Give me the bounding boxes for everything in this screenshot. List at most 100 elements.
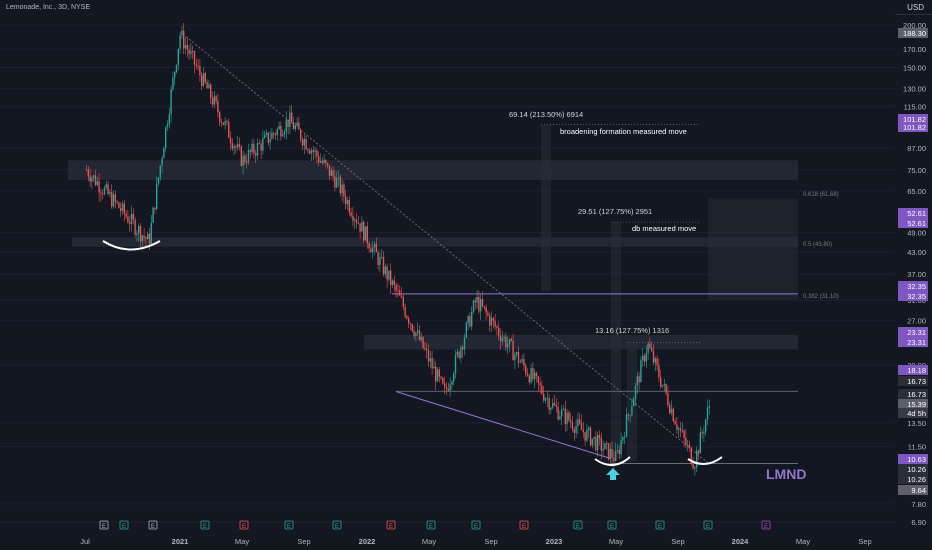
candle-body — [679, 428, 682, 431]
candle-body — [229, 137, 232, 144]
candle-body — [478, 297, 480, 312]
candle-body — [301, 139, 304, 146]
candle-body — [231, 143, 233, 149]
price-marker-label: 32.35 — [907, 282, 926, 291]
candle-body — [471, 311, 473, 327]
header-divider — [895, 14, 932, 15]
candle-body — [264, 134, 266, 139]
candle-body — [276, 129, 278, 136]
measured-move-label: 13.16 (127.75%) 1316 — [595, 326, 669, 335]
candle-body — [235, 146, 237, 148]
chart-title: Lemonade, Inc., 3D, NYSE — [6, 4, 91, 11]
candle-body — [154, 207, 156, 210]
candle-body — [552, 402, 554, 408]
price-marker-bg — [898, 218, 928, 228]
candle-body — [379, 257, 381, 266]
candle-body — [480, 299, 482, 312]
candle-body — [125, 213, 127, 217]
candle-body — [123, 203, 125, 214]
candle-body — [330, 170, 332, 176]
candle-body — [370, 248, 372, 253]
candle-body — [170, 89, 172, 115]
price-marker-label: 32.35 — [907, 292, 926, 301]
candle-body — [688, 444, 691, 448]
candle-body — [213, 96, 215, 105]
earnings-marker: E — [761, 520, 771, 530]
candle-body — [318, 156, 320, 163]
candle-body — [395, 284, 397, 291]
candle-body — [418, 330, 421, 341]
candle-body — [658, 365, 660, 378]
fib-label: 0.5 (43.80) — [803, 242, 832, 248]
candle-body — [114, 194, 116, 202]
candle-body — [282, 134, 284, 137]
candle-body — [346, 200, 349, 205]
candle-body — [240, 146, 242, 166]
candle-body — [228, 122, 230, 138]
candle-body — [499, 335, 502, 342]
candle-body — [305, 139, 307, 150]
candle-body — [672, 408, 674, 422]
candle-body — [663, 383, 665, 386]
earnings-marker-box — [573, 520, 583, 530]
price-marker: 52.61 — [898, 218, 928, 228]
candle-body — [669, 405, 671, 414]
earnings-marker: E — [148, 520, 158, 530]
candle-body — [438, 369, 440, 377]
earnings-marker-box — [148, 520, 158, 530]
candle-body — [357, 222, 359, 224]
candle-body — [487, 312, 489, 316]
candle-body — [618, 450, 620, 455]
price-marker-label: 101.82 — [903, 115, 926, 124]
candle-body — [555, 405, 557, 408]
x-tick-label: May — [235, 537, 249, 546]
y-tick-label: 7.80 — [911, 500, 926, 509]
candle-body — [94, 175, 97, 185]
candle-body — [89, 176, 91, 182]
candle-body — [465, 322, 467, 338]
candle-body — [604, 443, 606, 450]
candle-body — [247, 149, 250, 163]
earnings-marker-box — [386, 520, 396, 530]
fib-zone — [708, 198, 798, 300]
candle-body — [296, 122, 298, 126]
candle-body — [521, 359, 523, 362]
earnings-marker: E — [607, 520, 617, 530]
currency-label[interactable]: USD — [907, 3, 924, 12]
candle-body — [678, 428, 680, 430]
earnings-marker: E — [519, 520, 529, 530]
candle-body — [172, 77, 174, 90]
candle-body — [177, 48, 179, 65]
candle-body — [427, 350, 430, 362]
candle-body — [256, 142, 259, 156]
candle-body — [201, 75, 203, 87]
candle-body — [492, 317, 494, 321]
candle-body — [685, 437, 687, 446]
candle-body — [246, 162, 248, 163]
candle-body — [627, 414, 629, 416]
price-marker-label: 10.26 — [907, 465, 926, 474]
candle-body — [708, 405, 710, 408]
candle-body — [271, 132, 273, 140]
candle-body — [237, 144, 239, 148]
candles-group — [85, 22, 710, 476]
earnings-marker-label: E — [429, 524, 433, 530]
earnings-marker-box — [119, 520, 129, 530]
candle-body — [667, 392, 669, 406]
candle-body — [651, 347, 653, 351]
candle-body — [548, 398, 550, 410]
candle-body — [339, 176, 341, 194]
candle-body — [157, 177, 160, 184]
price-marker-label: 188.30 — [903, 29, 926, 38]
measured-move-label: 69.14 (213.50%) 6914 — [509, 110, 583, 119]
candle-body — [444, 383, 446, 387]
candle-body — [220, 121, 223, 123]
candle-body — [174, 71, 176, 78]
candle-body — [105, 184, 107, 188]
candle-body — [224, 121, 226, 125]
candle-body — [539, 382, 541, 386]
candle-body — [147, 233, 149, 240]
candle-body — [372, 247, 374, 253]
candle-body — [298, 122, 300, 130]
